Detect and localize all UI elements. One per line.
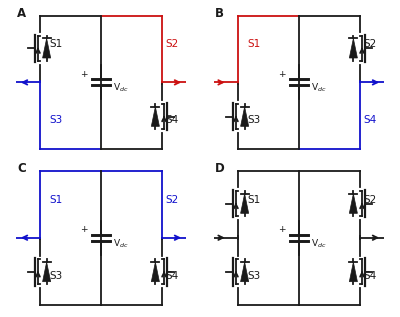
Polygon shape [42,38,51,58]
Text: S1: S1 [247,39,260,49]
Text: S1: S1 [49,195,62,205]
Polygon shape [42,262,51,282]
Text: V$_{dc}$: V$_{dc}$ [311,82,326,94]
Text: V$_{dc}$: V$_{dc}$ [113,82,128,94]
Text: V$_{dc}$: V$_{dc}$ [311,237,326,249]
Text: B: B [215,7,224,20]
Text: +: + [278,70,286,79]
Polygon shape [349,38,358,58]
Text: C: C [17,162,26,175]
Polygon shape [151,107,160,126]
Text: S3: S3 [49,271,62,281]
Text: S4: S4 [363,271,376,281]
Polygon shape [240,194,249,213]
Text: S2: S2 [165,195,178,205]
Polygon shape [349,262,358,282]
Text: S3: S3 [247,115,260,126]
Text: S4: S4 [165,271,178,281]
Polygon shape [349,194,358,213]
Text: V$_{dc}$: V$_{dc}$ [113,237,128,249]
Polygon shape [240,262,249,282]
Text: S2: S2 [363,39,376,49]
Text: S1: S1 [247,195,260,205]
Text: S4: S4 [165,115,178,126]
Text: +: + [80,225,88,234]
Text: +: + [278,225,286,234]
Text: +: + [80,70,88,79]
Text: S1: S1 [49,39,62,49]
Text: S3: S3 [247,271,260,281]
Text: S2: S2 [165,39,178,49]
Text: D: D [215,162,225,175]
Text: S4: S4 [363,115,376,126]
Polygon shape [151,262,160,282]
Polygon shape [240,107,249,126]
Text: S3: S3 [49,115,62,126]
Text: S2: S2 [363,195,376,205]
Text: A: A [17,7,26,20]
